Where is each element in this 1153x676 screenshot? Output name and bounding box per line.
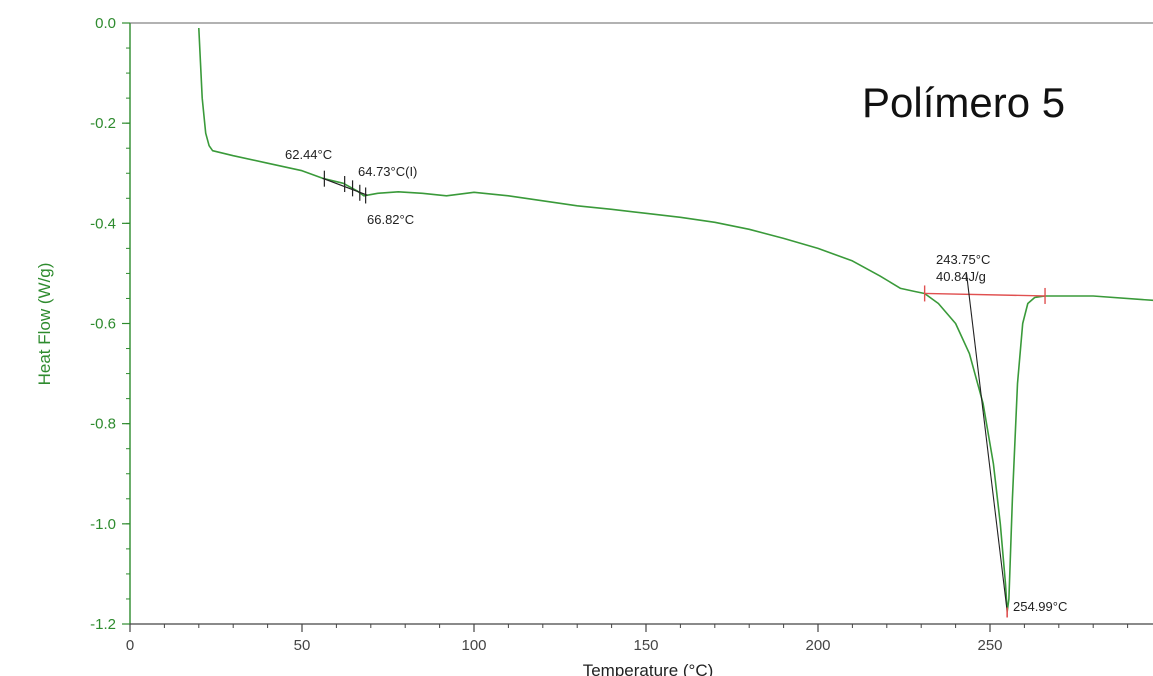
y-tick-label: -1.0 <box>90 516 116 533</box>
x-axis-title: Temperature (°C) <box>583 661 714 676</box>
x-tick-label: 150 <box>633 637 658 654</box>
melt-onset-line <box>965 273 1008 612</box>
curve-layer <box>198 27 1153 613</box>
y-tick-label: -0.4 <box>90 215 116 232</box>
annotation-layer <box>322 170 1046 618</box>
annotation-melt-enthalpy: 40.84J/g <box>936 269 986 284</box>
melt-baseline <box>924 292 1046 297</box>
y-tick-label: -0.6 <box>90 316 116 333</box>
annotation-tg-inflection: 64.73°C(I) <box>358 164 417 179</box>
x-tick-label: 100 <box>461 637 486 654</box>
annotation-tg-onset: 62.44°C <box>285 147 332 162</box>
x-tick-label: 250 <box>977 637 1002 654</box>
x-tick-label: 0 <box>126 637 134 654</box>
annotation-tg-end: 66.82°C <box>367 212 414 227</box>
annotation-melt-onset: 243.75°C <box>936 252 990 267</box>
y-tick-label: 0.0 <box>95 15 116 32</box>
x-tick-label: 200 <box>805 637 830 654</box>
annotation-melt-peak: 254.99°C <box>1013 599 1067 614</box>
y-tick-label: -0.2 <box>90 115 116 132</box>
y-tick-label: -0.8 <box>90 416 116 433</box>
y-axis-title: Heat Flow (W/g) <box>35 263 54 386</box>
heat-flow-curve <box>198 27 1153 613</box>
chart-title: Polímero 5 <box>862 79 1065 126</box>
chart-axes: 0.0 -0.2 -0.4 -0.6 -0.8 -1.0 -1.2 0 50 100 150 200 2… <box>90 15 1153 654</box>
y-tick-label: -1.2 <box>90 616 116 633</box>
x-tick-label: 50 <box>294 637 311 654</box>
